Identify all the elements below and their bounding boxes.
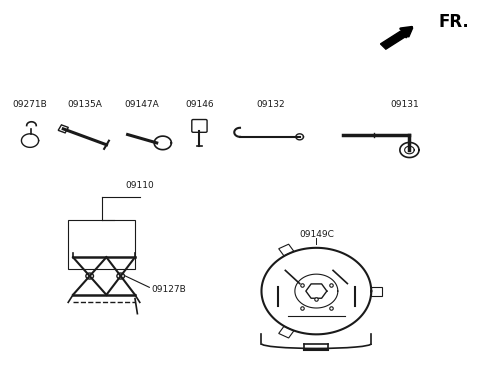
Text: 09110: 09110 (125, 181, 154, 190)
Circle shape (86, 273, 94, 279)
Text: 09127B: 09127B (151, 285, 186, 294)
Text: 09131: 09131 (390, 100, 419, 110)
Text: 09135A: 09135A (68, 100, 102, 110)
Bar (68, 219, 135, 268)
FancyBboxPatch shape (192, 119, 207, 132)
FancyArrow shape (381, 28, 413, 49)
Circle shape (117, 273, 124, 279)
Text: 09146: 09146 (185, 100, 214, 110)
Text: 09271B: 09271B (12, 100, 48, 110)
Text: 09149C: 09149C (299, 230, 334, 239)
Text: FR.: FR. (438, 13, 469, 31)
Text: 09132: 09132 (257, 100, 285, 110)
Text: 09147A: 09147A (125, 100, 159, 110)
